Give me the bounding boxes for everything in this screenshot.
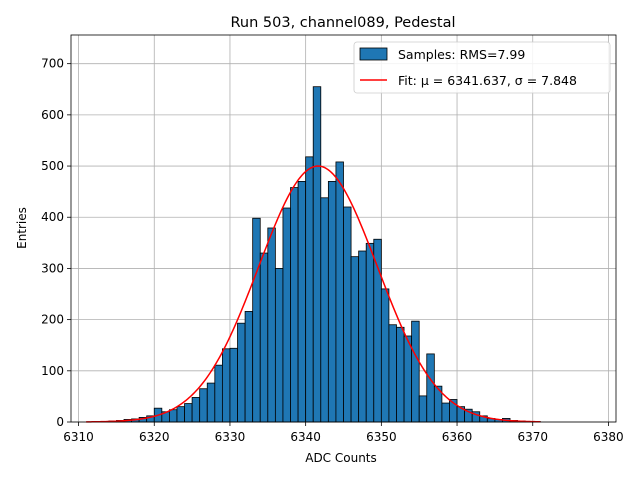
x-tick-label: 6350 [366,430,397,444]
y-tick-label: 400 [41,210,64,224]
histogram-bar [396,326,405,423]
histogram-bar [169,409,178,423]
histogram-bar [426,353,435,423]
histogram-bar [418,395,428,423]
x-tick-label: 6320 [139,430,170,444]
histogram-bar [274,268,284,423]
y-tick-label: 600 [41,108,64,122]
histogram-bar [184,403,193,423]
histogram-bar [305,156,314,423]
histogram-bar [244,311,254,423]
y-tick-label: 0 [56,415,64,429]
histogram-bar [206,382,216,423]
histogram-bar [312,86,322,423]
chart-title: Run 503, channel089, Pedestal [230,15,455,31]
histogram-bar [403,335,413,423]
histogram-bars [93,86,541,423]
histogram-bar [343,206,352,423]
histogram-bar [365,242,375,423]
legend: Samples: RMS=7.99 Fit: μ = 6341.637, σ =… [353,41,611,94]
y-tick-label: 700 [41,57,64,71]
histogram-bar [176,406,185,423]
x-tick-label: 6340 [290,430,321,444]
plot-frame [70,34,617,423]
histogram-bar [252,217,261,423]
histogram-bar [297,181,307,423]
histogram-bar [191,397,201,423]
histogram-bar [411,320,420,423]
histogram-bar [199,388,208,423]
histogram-bar [267,227,276,423]
histogram-bar [327,181,337,423]
legend-fit-label: Fit: μ = 6341.637, σ = 7.848 [398,73,577,88]
histogram-bar [388,324,397,423]
histogram-bar [259,252,269,423]
legend-histogram-swatch [359,47,388,61]
histogram-bar [350,256,360,423]
x-axis-ticks: 6310 6320 6330 6340 6350 6360 6370 6380 [63,422,624,444]
histogram-bar [282,207,291,423]
x-tick-label: 6310 [63,430,94,444]
y-axis-ticks: 0 100 200 300 400 500 600 700 [41,57,71,429]
x-tick-label: 6360 [442,430,473,444]
histogram-bar [380,288,390,423]
gaussian-fit-curve [86,165,541,423]
histogram-bar [441,402,450,423]
legend-histogram-label: Samples: RMS=7.99 [398,47,525,62]
x-axis-label: ADC Counts [305,451,377,465]
y-tick-label: 100 [41,364,64,378]
y-tick-label: 500 [41,159,64,173]
histogram-bar [214,364,223,423]
histogram-bar [229,347,238,423]
x-tick-label: 6380 [593,430,624,444]
histogram-bar [237,322,246,423]
legend-box [353,41,611,94]
y-tick-label: 200 [41,313,64,327]
histogram-bar [358,250,367,423]
x-tick-label: 6330 [215,430,246,444]
y-tick-label: 300 [41,261,64,275]
y-axis-label: Entries [15,207,29,249]
histogram-bar [290,187,299,423]
x-tick-label: 6370 [517,430,548,444]
histogram-bar [320,197,329,423]
histogram-bar [335,161,344,423]
histogram-bar [221,348,231,423]
